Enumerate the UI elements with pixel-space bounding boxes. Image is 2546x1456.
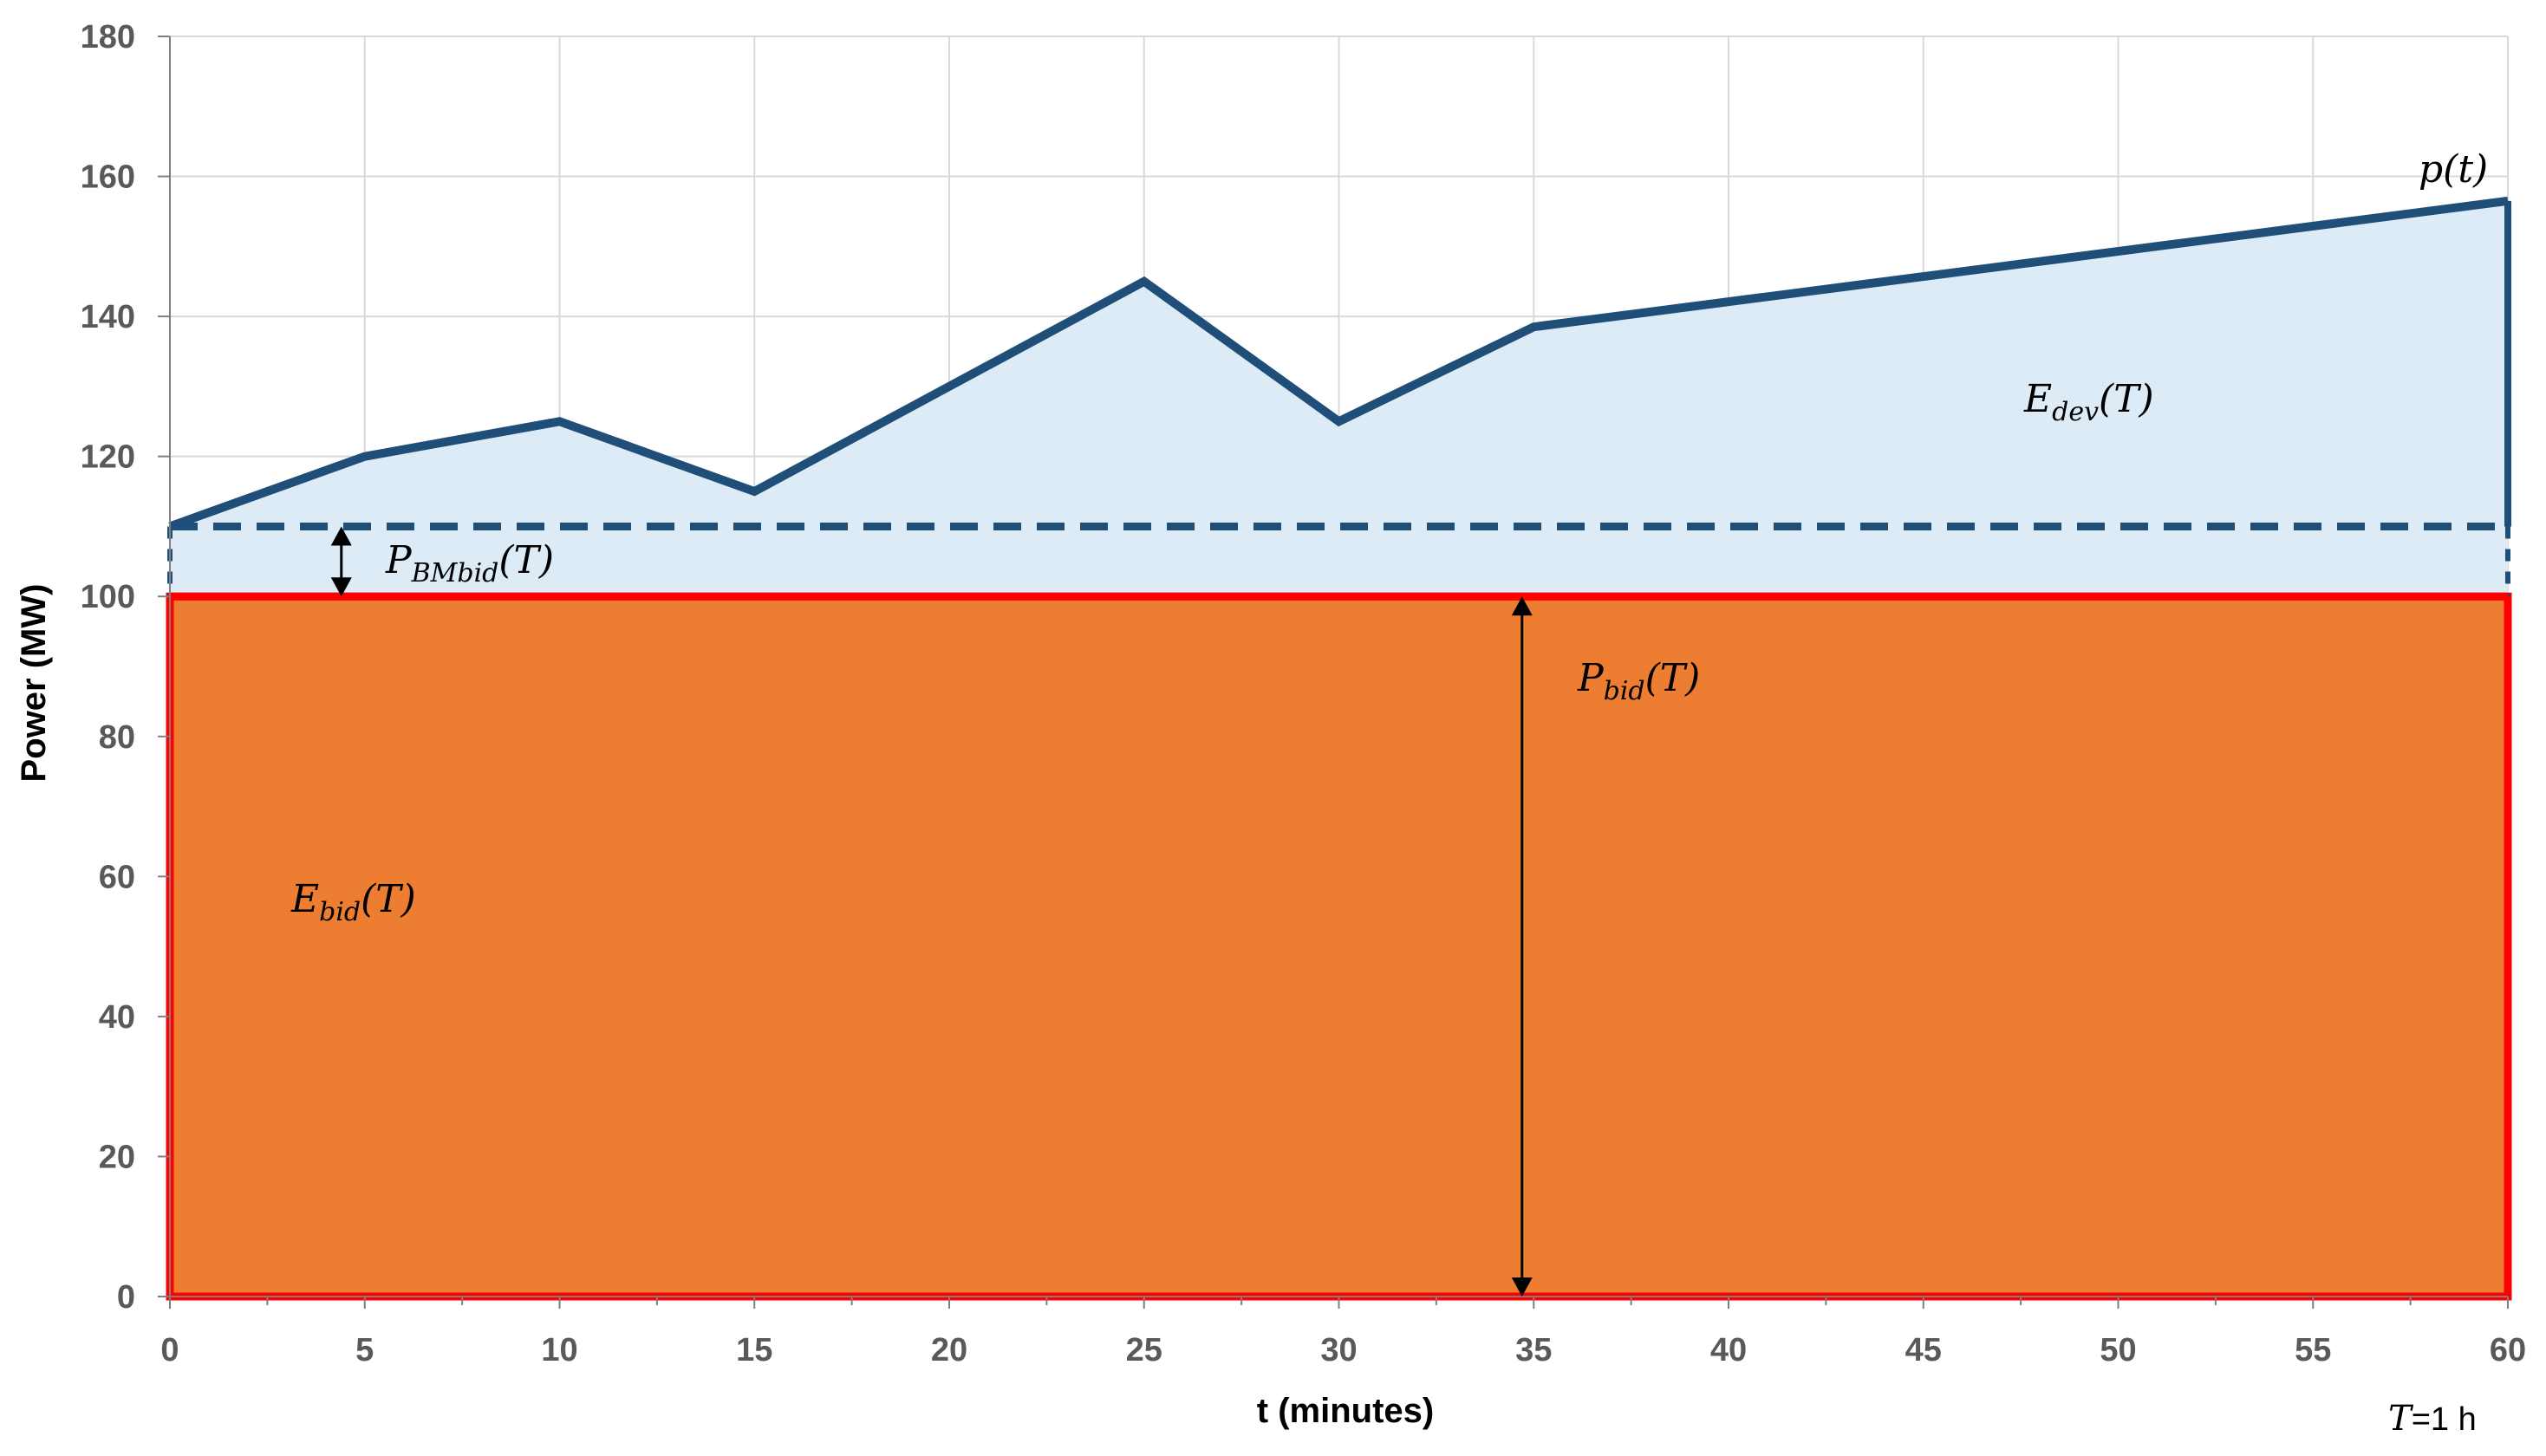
label-p-bmbid-main: P (385, 538, 413, 582)
x-tick-label: 0 (160, 1332, 179, 1368)
x-tick-label: 10 (541, 1332, 577, 1368)
label-e-dev-main: E (2023, 377, 2052, 421)
label-p-t-tail: (t) (2443, 147, 2488, 192)
p-bmbid-arrow-head-bottom (330, 577, 352, 597)
label-e-bid-tail: (T) (361, 877, 416, 921)
p-bid-arrow-head-bottom (1511, 1277, 1533, 1297)
x-tick-label: 15 (736, 1332, 772, 1368)
label-p-t-main: p (2419, 147, 2443, 192)
y-tick-label: 140 (81, 299, 135, 335)
y-tick-label: 100 (81, 579, 135, 615)
y-tick-label: 160 (81, 159, 135, 196)
area-fills (166, 200, 2512, 1301)
x-axis-title: t (minutes) (1257, 1392, 1434, 1430)
label-p-bid-tail: (T) (1645, 656, 1701, 700)
label-p-bid-sub: bid (1604, 676, 1645, 706)
label-e-bid-main: E (290, 877, 319, 921)
label-e-dev-tail: (T) (2099, 377, 2154, 421)
e-dev-region (170, 200, 2508, 597)
y-tick-label: 40 (99, 999, 135, 1036)
x-tick-label: 45 (1905, 1332, 1942, 1368)
label-p-bid: Pbid(T) (1577, 656, 1700, 706)
x-tick-label: 50 (2100, 1332, 2136, 1368)
x-tick-label: 20 (931, 1332, 967, 1368)
label-period-tail: =1 h (2412, 1401, 2477, 1438)
annotation-arrows (330, 526, 1533, 1297)
label-p-bmbid-tail: (T) (498, 538, 554, 582)
y-tick-label: 20 (99, 1139, 135, 1175)
x-tick-label: 35 (1515, 1332, 1552, 1368)
e-bid-region (166, 592, 2512, 1301)
label-e-dev-sub: dev (2052, 397, 2099, 427)
x-tick-label: 60 (2490, 1332, 2526, 1368)
x-tick-label: 55 (2295, 1332, 2331, 1368)
label-e-bid-sub: bid (319, 897, 361, 927)
x-tick-label: 40 (1710, 1332, 1747, 1368)
label-e-dev: Edev(T) (2023, 377, 2154, 427)
label-e-bid: Ebid(T) (290, 877, 416, 927)
label-p-bid-main: P (1577, 656, 1605, 700)
label-period: T=1 h (2388, 1399, 2477, 1439)
x-tick-label: 25 (1126, 1332, 1162, 1368)
x-tick-label: 30 (1320, 1332, 1357, 1368)
y-tick-label: 80 (99, 719, 135, 756)
y-tick-label: 60 (99, 859, 135, 895)
y-tick-label: 0 (117, 1279, 135, 1316)
label-period-main: T (2388, 1399, 2414, 1439)
p-t-line (168, 196, 2509, 531)
label-p-bmbid: PBMbid(T) (385, 538, 554, 588)
annotation-labels: p(t)Edev(T)PBMbid(T)Pbid(T)Ebid(T)T=1 h (290, 147, 2488, 1439)
y-tick-label: 180 (81, 19, 135, 55)
x-tick-label: 5 (355, 1332, 374, 1368)
label-p-bmbid-sub: BMbid (411, 558, 499, 588)
label-p-t: p(t) (2419, 147, 2488, 192)
p-bmbid-arrow-head-top (330, 526, 352, 546)
y-axis-title: Power (MW) (15, 584, 53, 783)
p-bid-arrow-head-top (1511, 596, 1533, 616)
axes: 0 20 40 60 80 100 120 140 160 180 0 5 10 15 20 25 30 35 40… (81, 19, 2527, 1368)
y-tick-label: 120 (81, 439, 135, 476)
